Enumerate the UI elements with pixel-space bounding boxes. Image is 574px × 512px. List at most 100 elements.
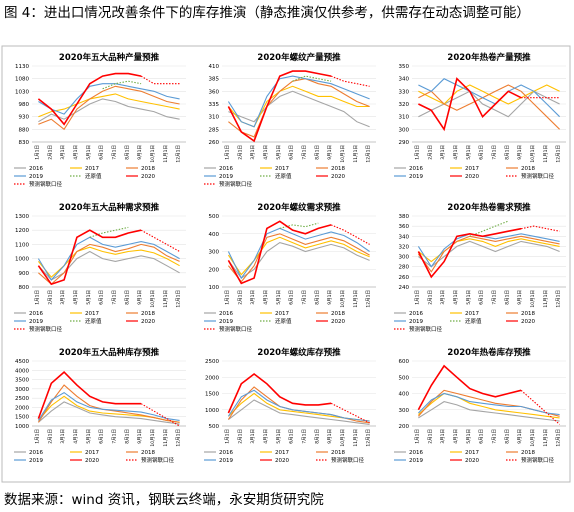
series-line	[228, 78, 370, 138]
x-tick-label: 11月1日	[353, 429, 359, 447]
x-tick-label: 11月1日	[543, 429, 549, 447]
x-tick-label: 7月1日	[111, 290, 117, 305]
series-line	[469, 220, 509, 237]
x-tick-label: 8月1日	[314, 429, 320, 444]
x-tick-label: 4月1日	[453, 290, 459, 305]
x-tick-label: 9月1日	[137, 290, 143, 305]
y-tick-label: 200	[209, 267, 220, 273]
x-tick-label: 5月1日	[466, 290, 472, 305]
y-tick-label: 320	[399, 102, 410, 108]
x-tick-label: 2月1日	[237, 145, 243, 160]
legend-label: 还原值	[465, 317, 482, 325]
legend-label: 2020	[521, 319, 535, 325]
x-tick-label: 9月1日	[327, 290, 333, 305]
legend-label: 2017	[465, 311, 479, 317]
legend-label: 2020	[465, 174, 479, 180]
legend-label: 2019	[409, 319, 423, 325]
x-tick-label: 8月1日	[504, 290, 510, 305]
x-tick-label: 7月1日	[491, 145, 497, 160]
y-tick-label: 1080	[15, 77, 29, 83]
series-line	[37, 371, 142, 419]
series-line	[330, 224, 370, 245]
legend-label: 2019	[29, 319, 43, 325]
legend-label: 2016	[29, 450, 43, 456]
x-tick-label: 3月1日	[250, 429, 256, 444]
y-tick-label: 1000	[205, 408, 219, 414]
series-line	[418, 78, 560, 118]
x-tick-label: 1月1日	[34, 429, 40, 444]
series-line	[418, 401, 560, 422]
x-tick-label: 12月1日	[366, 145, 372, 163]
legend-label: 2017	[85, 311, 99, 317]
x-tick-label: 10月1日	[530, 145, 536, 163]
chart-title: 2020年热卷产量预推	[447, 52, 531, 63]
chart-title: 2020年五大品种库存预推	[59, 347, 160, 358]
series-line	[330, 75, 370, 87]
y-tick-label: 3000	[15, 387, 29, 393]
x-tick-label: 7月1日	[301, 290, 307, 305]
y-tick-label: 2500	[205, 359, 219, 365]
legend-label: 还原值	[275, 317, 292, 325]
legend-label: 预测钢联口径	[331, 456, 365, 464]
legend-label: 2020	[275, 458, 289, 464]
x-tick-label: 1月1日	[414, 145, 420, 160]
x-tick-label: 12月1日	[556, 429, 562, 447]
legend-label: 2018	[331, 450, 345, 456]
x-tick-label: 11月1日	[163, 290, 169, 308]
x-tick-label: 9月1日	[327, 429, 333, 444]
x-tick-label: 4月1日	[73, 145, 79, 160]
x-tick-label: 11月1日	[163, 145, 169, 163]
chart-title: 2020年热卷需求预推	[447, 202, 531, 213]
x-tick-label: 1月1日	[224, 429, 230, 444]
legend-label: 2020	[85, 458, 99, 464]
y-tick-label: 980	[19, 102, 30, 108]
series-line	[38, 98, 180, 123]
x-tick-label: 7月1日	[301, 145, 307, 160]
x-tick-label: 6月1日	[479, 145, 485, 160]
x-tick-label: 12月1日	[176, 290, 182, 308]
series-line	[520, 225, 560, 232]
y-tick-label: 240	[399, 285, 410, 291]
legend-label: 还原值	[85, 172, 102, 180]
legend-label: 预测钢联口径	[219, 180, 253, 188]
y-tick-label: 800	[19, 285, 30, 291]
x-tick-label: 12月1日	[176, 145, 182, 163]
y-tick-label: 2500	[15, 396, 29, 402]
x-tick-label: 5月1日	[86, 429, 92, 444]
y-tick-label: 4500	[15, 359, 29, 365]
series-line	[38, 93, 180, 118]
series-line	[37, 229, 142, 286]
x-tick-label: 7月1日	[111, 145, 117, 160]
series-line	[38, 243, 180, 285]
y-tick-label: 280	[399, 265, 410, 271]
y-tick-label: 1000	[15, 257, 29, 263]
series-line	[418, 90, 560, 118]
x-tick-label: 10月1日	[340, 145, 346, 163]
series-line	[38, 85, 180, 131]
legend-label: 预测钢联口径	[409, 325, 443, 333]
x-tick-label: 12月1日	[176, 429, 182, 447]
x-tick-label: 5月1日	[86, 290, 92, 305]
x-tick-label: 5月1日	[466, 145, 472, 160]
legend-label: 预测钢联口径	[141, 456, 175, 464]
y-tick-label: 340	[399, 234, 410, 240]
series-line	[37, 250, 180, 281]
series-line	[228, 399, 370, 425]
legend-label: 2018	[521, 166, 535, 172]
x-tick-label: 6月1日	[479, 429, 485, 444]
x-tick-label: 2月1日	[237, 429, 243, 444]
series-line	[38, 401, 180, 425]
y-tick-label: 900	[19, 271, 30, 277]
series-line	[227, 70, 332, 143]
x-tick-label: 12月1日	[556, 145, 562, 163]
legend-label: 2016	[29, 166, 43, 172]
legend-label: 2018	[141, 166, 155, 172]
legend-label: 2019	[219, 319, 233, 325]
y-tick-label: 330	[399, 89, 410, 95]
x-tick-label: 5月1日	[276, 145, 282, 160]
legend-label: 2017	[85, 450, 99, 456]
x-tick-label: 1月1日	[34, 145, 40, 160]
y-tick-label: 260	[399, 275, 410, 281]
series-line	[227, 85, 370, 128]
y-tick-label: 320	[399, 244, 410, 250]
